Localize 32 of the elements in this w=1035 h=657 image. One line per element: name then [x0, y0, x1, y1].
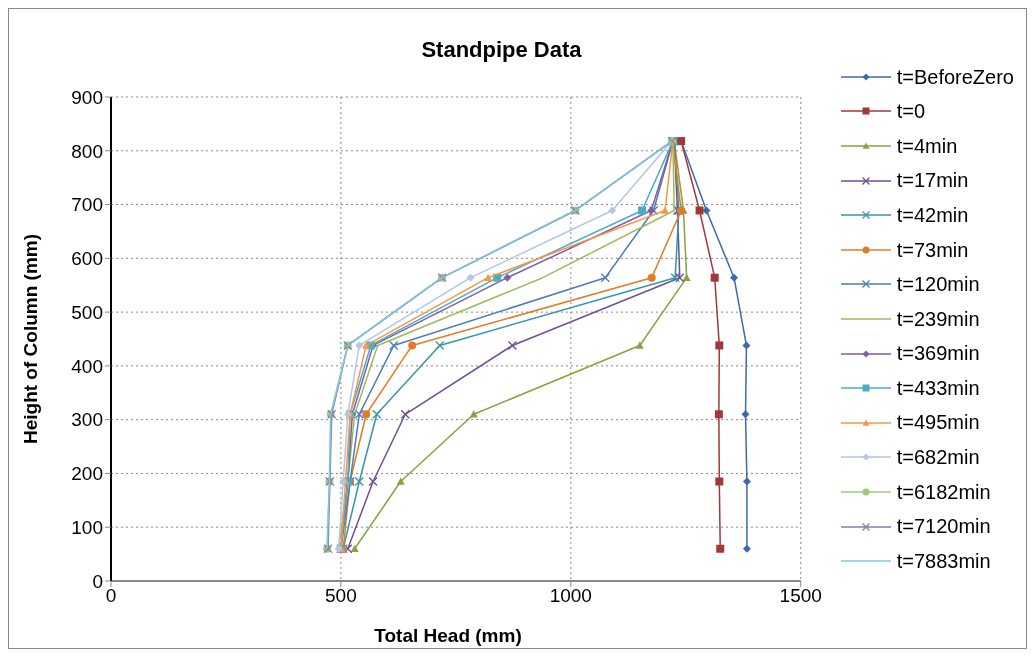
legend-label: t=0 — [896, 99, 926, 125]
legend-label: t=6182min — [896, 479, 991, 505]
y-tick-label: 200 — [71, 463, 103, 485]
legend-label: t=7120min — [896, 514, 991, 540]
y-tick-label: 400 — [71, 355, 103, 377]
x-tick-label: 0 — [105, 585, 117, 607]
x-axis-title: Total Head (mm) — [373, 625, 523, 647]
y-tick-label: 300 — [71, 409, 103, 431]
x-tick-label: 1500 — [779, 585, 822, 607]
legend-label: t=495min — [896, 410, 980, 436]
legend-label: t=682min — [896, 445, 980, 471]
y-tick-label: 500 — [71, 301, 103, 323]
y-tick-label: 0 — [92, 570, 103, 592]
x-tick-label: 1000 — [549, 585, 592, 607]
legend-label: t=120min — [896, 272, 980, 298]
legend-label: t=17min — [896, 168, 969, 194]
legend-label: t=BeforeZero — [896, 64, 1014, 90]
legend-label: t=433min — [896, 375, 980, 401]
legend-label: t=73min — [896, 237, 969, 263]
y-tick-label: 900 — [71, 86, 103, 108]
y-axis-title: Height of Column (mm) — [20, 233, 42, 445]
y-tick-label: 700 — [71, 194, 103, 216]
y-tick-label: 600 — [71, 248, 103, 270]
legend-label: t=42min — [896, 202, 969, 228]
chart-title: Standpipe Data — [420, 37, 583, 63]
y-tick-label: 100 — [71, 516, 103, 538]
legend-label: t=7883min — [896, 548, 991, 574]
y-tick-label: 800 — [71, 140, 103, 162]
x-tick-label: 500 — [325, 585, 357, 607]
legend-label: t=239min — [896, 306, 980, 332]
legend-label: t=4min — [896, 133, 958, 159]
legend-label: t=369min — [896, 341, 980, 367]
